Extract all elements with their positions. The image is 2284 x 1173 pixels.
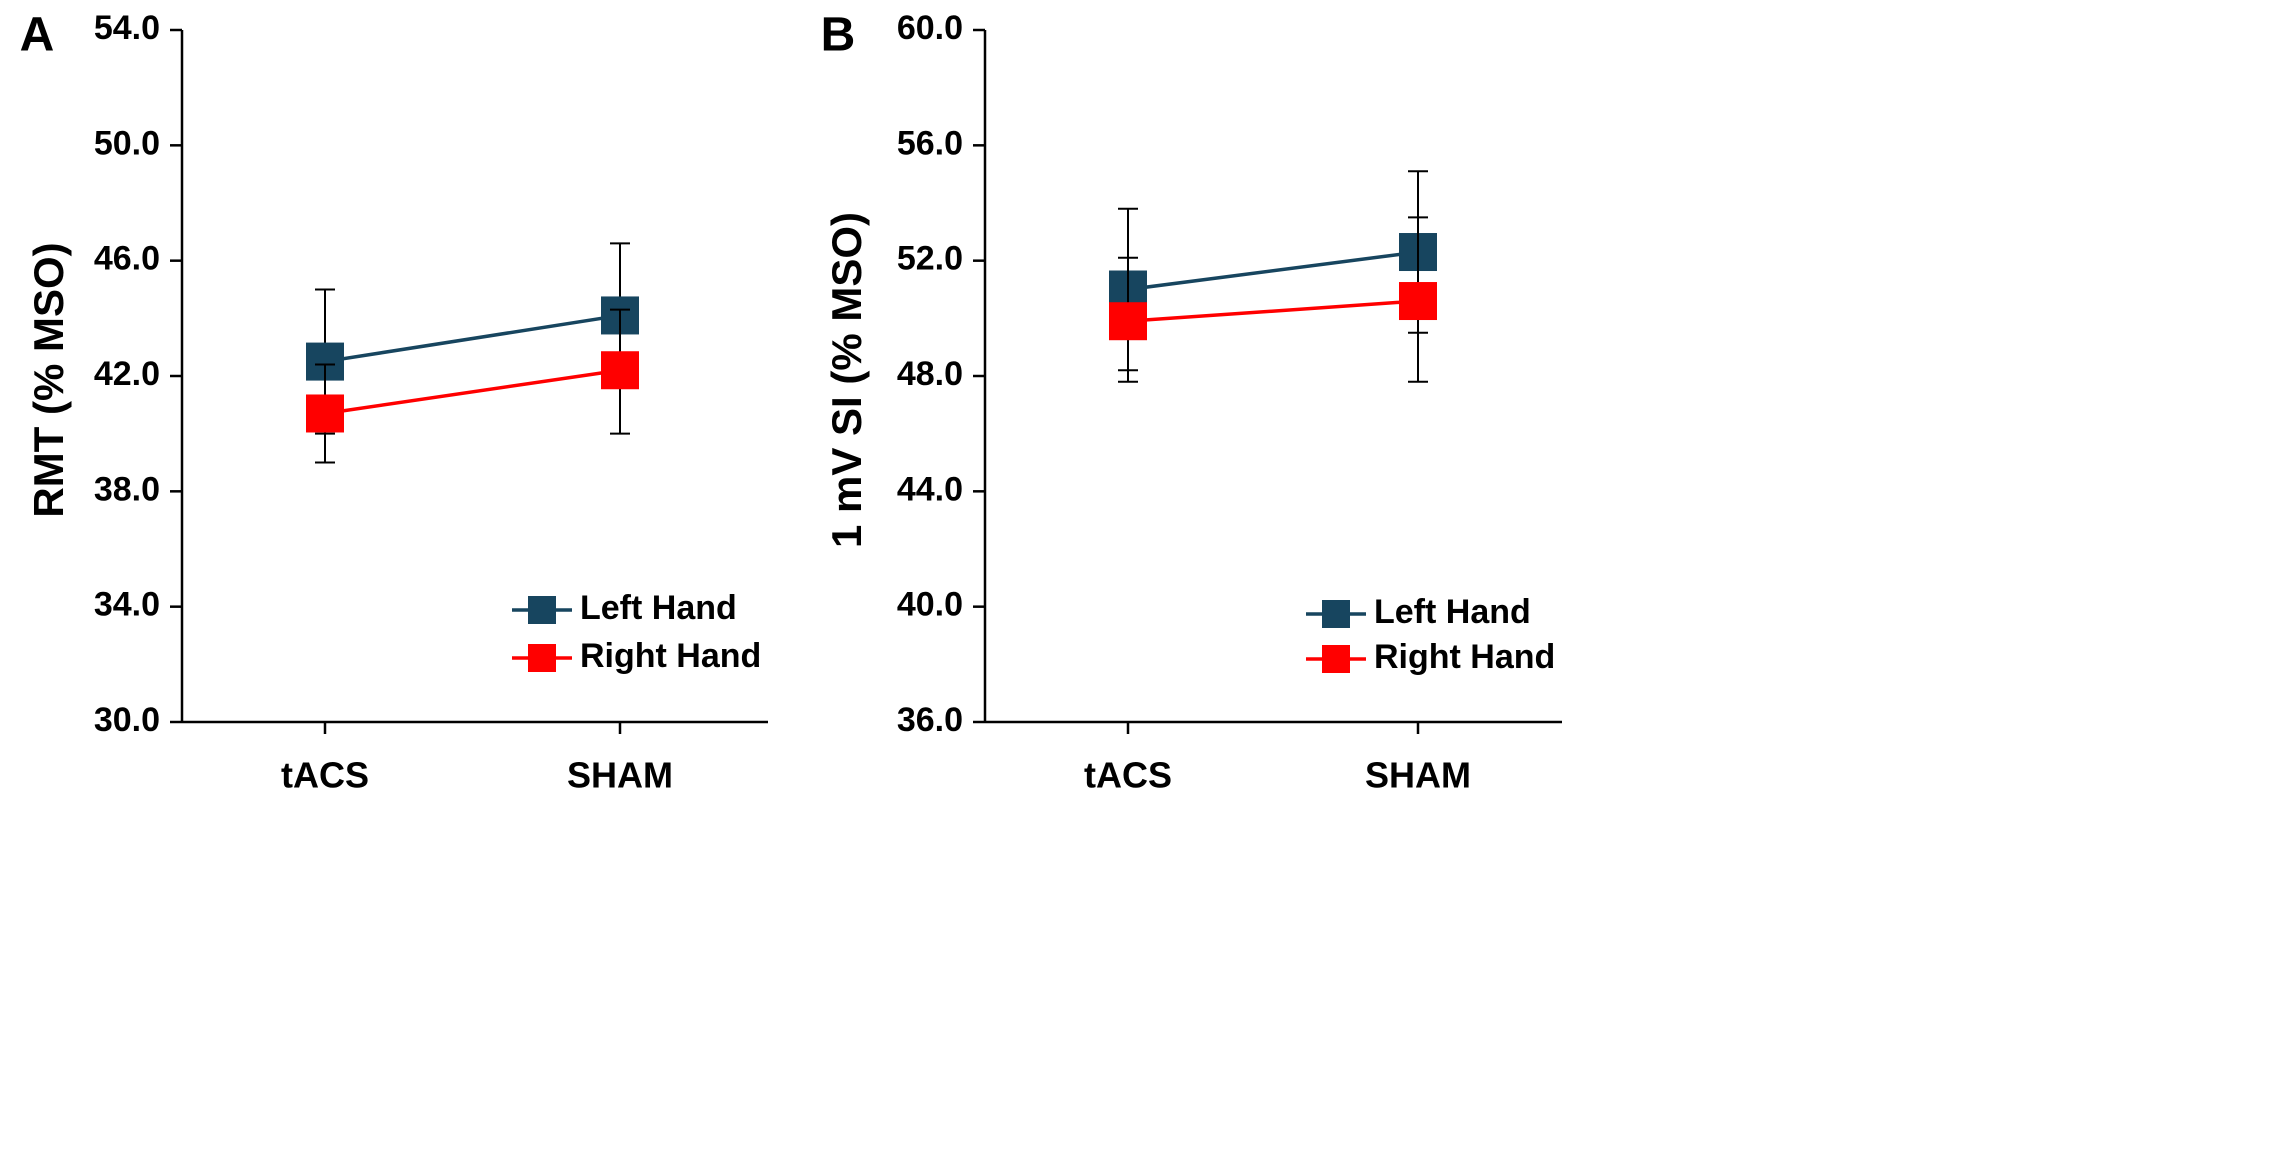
y-tick-label: 44.0 <box>897 470 963 508</box>
y-tick-label: 52.0 <box>897 240 963 278</box>
y-tick-label: 48.0 <box>897 355 963 393</box>
chart-panel-a: A RMT (% MSO) 30.0 34.0 38.0 42.0 46.0 50.0 54.0… <box>20 9 768 796</box>
y-tick-label: 36.0 <box>897 701 963 739</box>
series-left-hand <box>1109 170 1437 372</box>
panel-label: A <box>20 9 55 62</box>
y-axis-title: RMT (% MSO) <box>25 242 72 517</box>
legend-entry-right-hand: Right Hand <box>512 637 761 675</box>
legend-entry-right-hand: Right Hand <box>1306 638 1555 676</box>
data-point <box>601 351 639 390</box>
x-tick-label: SHAM <box>1365 755 1471 796</box>
legend-label: Right Hand <box>1374 638 1555 676</box>
x-tick-label: tACS <box>1084 755 1172 796</box>
series-left-hand <box>306 242 639 435</box>
data-point <box>306 394 344 433</box>
series-right-hand <box>1109 216 1437 383</box>
series-line <box>324 313 621 364</box>
legend-marker <box>528 644 556 672</box>
panel-label: B <box>821 9 856 62</box>
y-tick-label: 30.0 <box>94 701 160 739</box>
y-tick-label: 34.0 <box>94 586 160 624</box>
legend-label: Right Hand <box>580 637 761 675</box>
legend-marker <box>528 596 556 624</box>
legend-label: Left Hand <box>580 589 737 627</box>
y-tick-label: 40.0 <box>897 586 963 624</box>
y-tick-label: 56.0 <box>897 124 963 162</box>
y-tick-label: 42.0 <box>94 355 160 393</box>
legend-label: Left Hand <box>1374 593 1531 631</box>
y-tick-label: 50.0 <box>94 124 160 162</box>
series-line <box>1127 299 1419 323</box>
series-right-hand <box>306 308 639 464</box>
series-line <box>1127 250 1419 292</box>
y-tick-label: 38.0 <box>94 470 160 508</box>
legend-entry-left-hand: Left Hand <box>512 589 737 627</box>
y-tick-label: 60.0 <box>897 9 963 47</box>
legend-marker <box>1322 600 1350 628</box>
legend-marker <box>1322 645 1350 673</box>
legend-entry-left-hand: Left Hand <box>1306 593 1531 631</box>
chart-panel-b: B 1 mV SI (% MSO) 36.0 40.0 44.0 48.0 52.0 56.0… <box>821 9 1562 796</box>
data-point <box>1399 282 1437 321</box>
y-tick-label: 54.0 <box>94 9 160 47</box>
y-tick-label: 46.0 <box>94 240 160 278</box>
data-point <box>1109 302 1147 341</box>
y-axis-title: 1 mV SI (% MSO) <box>823 212 870 548</box>
series-line <box>324 368 621 416</box>
x-tick-label: SHAM <box>567 755 673 796</box>
x-tick-label: tACS <box>281 755 369 796</box>
